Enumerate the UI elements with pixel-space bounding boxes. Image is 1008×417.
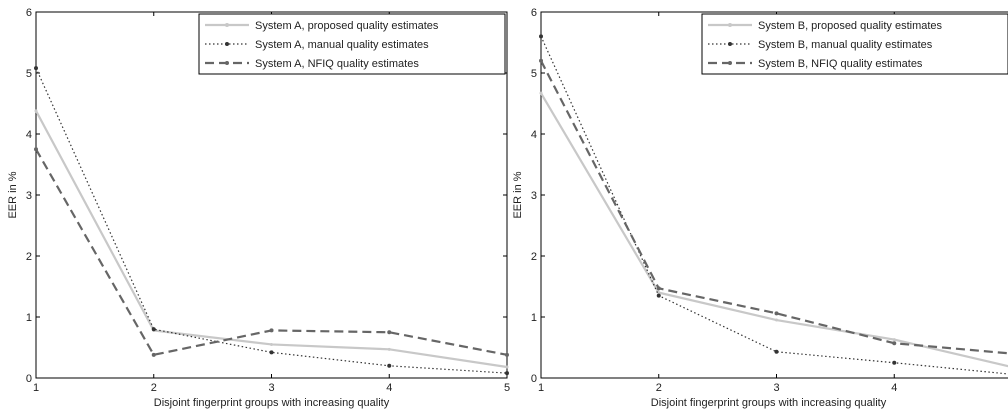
data-point [34, 109, 38, 113]
y-tick-label: 4 [531, 129, 537, 141]
data-point [539, 91, 543, 95]
data-point [269, 350, 274, 355]
data-point [774, 349, 779, 354]
data-point [656, 286, 661, 291]
x-tick-label: 2 [151, 382, 157, 394]
y-tick-label: 6 [531, 7, 537, 19]
y-tick-label: 1 [531, 312, 537, 324]
data-point [505, 371, 509, 376]
series-line-3 [540, 60, 1008, 355]
x-tick-label: 3 [268, 382, 274, 394]
x-tick-label: 3 [773, 382, 779, 394]
x-tick-label: 4 [891, 382, 897, 394]
y-axis-label: EER in % [512, 171, 524, 218]
y-tick-label: 5 [26, 68, 32, 80]
x-axis-label: Disjoint fingerprint groups with increas… [154, 397, 390, 409]
legend-box [198, 13, 506, 75]
legend-marker [225, 61, 229, 65]
legend-marker [225, 23, 229, 27]
y-tick-label: 2 [26, 251, 32, 263]
data-point [657, 291, 661, 295]
x-tick-label: 5 [504, 382, 510, 394]
y-tick-label: 3 [531, 190, 537, 202]
series-line-3 [35, 148, 508, 357]
data-point [270, 342, 273, 346]
y-tick-label: 4 [26, 129, 32, 141]
data-point [387, 363, 392, 368]
legend-label-1: System A, proposed quality estimates [255, 20, 439, 32]
data-point [151, 352, 156, 357]
x-tick-label: 2 [656, 382, 662, 394]
x-axis-label: Disjoint fingerprint groups with increas… [651, 397, 887, 409]
legend-label-1: System B, proposed quality estimates [758, 20, 943, 32]
data-point [539, 58, 543, 63]
series-line-2 [540, 36, 1008, 375]
data-point [892, 360, 897, 365]
y-tick-label: 0 [26, 373, 32, 385]
legend-label-2: System B, manual quality estimates [758, 39, 933, 51]
legend-label-2: System A, manual quality estimates [255, 39, 429, 51]
data-point [505, 352, 509, 357]
x-tick-label: 1 [33, 382, 39, 394]
y-axis-label: EER in % [7, 171, 19, 218]
data-point [34, 66, 38, 71]
data-point [387, 330, 392, 335]
data-point [775, 318, 778, 322]
legend-marker [225, 42, 229, 46]
y-tick-label: 5 [531, 68, 537, 80]
series-line-2 [35, 67, 508, 374]
legend-label-3: System A, NFIQ quality estimates [255, 58, 419, 70]
data-point [892, 341, 897, 346]
data-point [151, 327, 156, 332]
x-tick-label: 1 [538, 382, 544, 394]
data-point [387, 347, 391, 351]
legend-box [701, 13, 1008, 75]
y-tick-label: 3 [26, 190, 32, 202]
x-tick-label: 4 [386, 382, 392, 394]
series-line-1 [540, 92, 1008, 368]
data-point [505, 365, 509, 369]
legend-label-3: System B, NFIQ quality estimates [758, 58, 923, 70]
legend-marker [728, 42, 732, 46]
y-tick-label: 0 [531, 373, 537, 385]
y-tick-label: 2 [531, 251, 537, 263]
legend-marker [728, 61, 732, 65]
data-point [774, 311, 779, 316]
y-tick-label: 1 [26, 312, 32, 324]
data-point [656, 293, 661, 298]
data-point [34, 147, 38, 152]
legend-marker [728, 23, 732, 27]
y-tick-label: 6 [26, 7, 32, 19]
data-point [892, 338, 896, 342]
data-point [539, 34, 543, 39]
data-point [269, 328, 274, 333]
